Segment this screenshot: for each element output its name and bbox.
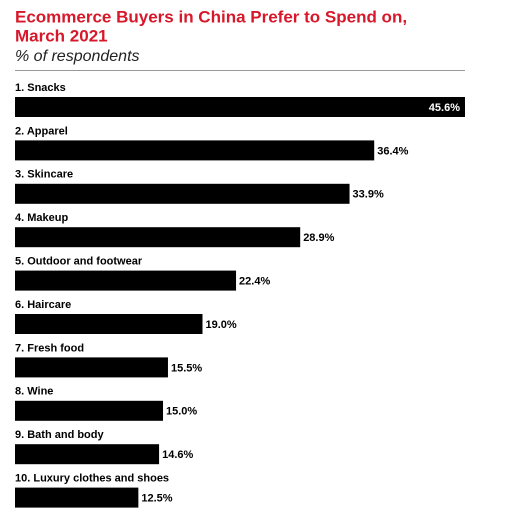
category-label: 9. Bath and body (15, 429, 105, 441)
bar (15, 270, 237, 291)
chart-subtitle: % of respondents (15, 48, 140, 65)
value-label: 45.6% (429, 102, 460, 114)
value-label: 19.0% (206, 319, 237, 331)
chart-title: March 2021 (15, 26, 108, 45)
bar (15, 357, 168, 378)
value-label: 14.6% (162, 449, 193, 461)
value-label: 28.9% (303, 232, 334, 244)
category-label: 8. Wine (15, 386, 53, 398)
category-label: 4. Makeup (15, 212, 68, 224)
category-label: 3. Skincare (15, 169, 73, 181)
category-label: 2. Apparel (15, 125, 68, 137)
bar (15, 227, 301, 248)
bar (15, 97, 465, 117)
bar (15, 183, 350, 204)
category-label: 10. Luxury clothes and shoes (15, 473, 169, 485)
category-label: 5. Outdoor and footwear (15, 256, 143, 268)
bar (15, 400, 164, 421)
value-label: 33.9% (353, 189, 384, 201)
bar (15, 487, 139, 508)
value-label: 36.4% (377, 145, 408, 157)
bar (15, 140, 375, 161)
category-label: 6. Haircare (15, 299, 71, 311)
value-label: 15.5% (171, 362, 202, 374)
value-label: 15.0% (166, 406, 197, 418)
value-label: 12.5% (141, 493, 172, 505)
bar (15, 314, 203, 334)
bar (15, 444, 160, 465)
chart-title: Ecommerce Buyers in China Prefer to Spen… (15, 7, 407, 26)
category-label: 7. Fresh food (15, 342, 84, 354)
category-label: 1. Snacks (15, 82, 66, 94)
value-label: 22.4% (239, 276, 270, 288)
